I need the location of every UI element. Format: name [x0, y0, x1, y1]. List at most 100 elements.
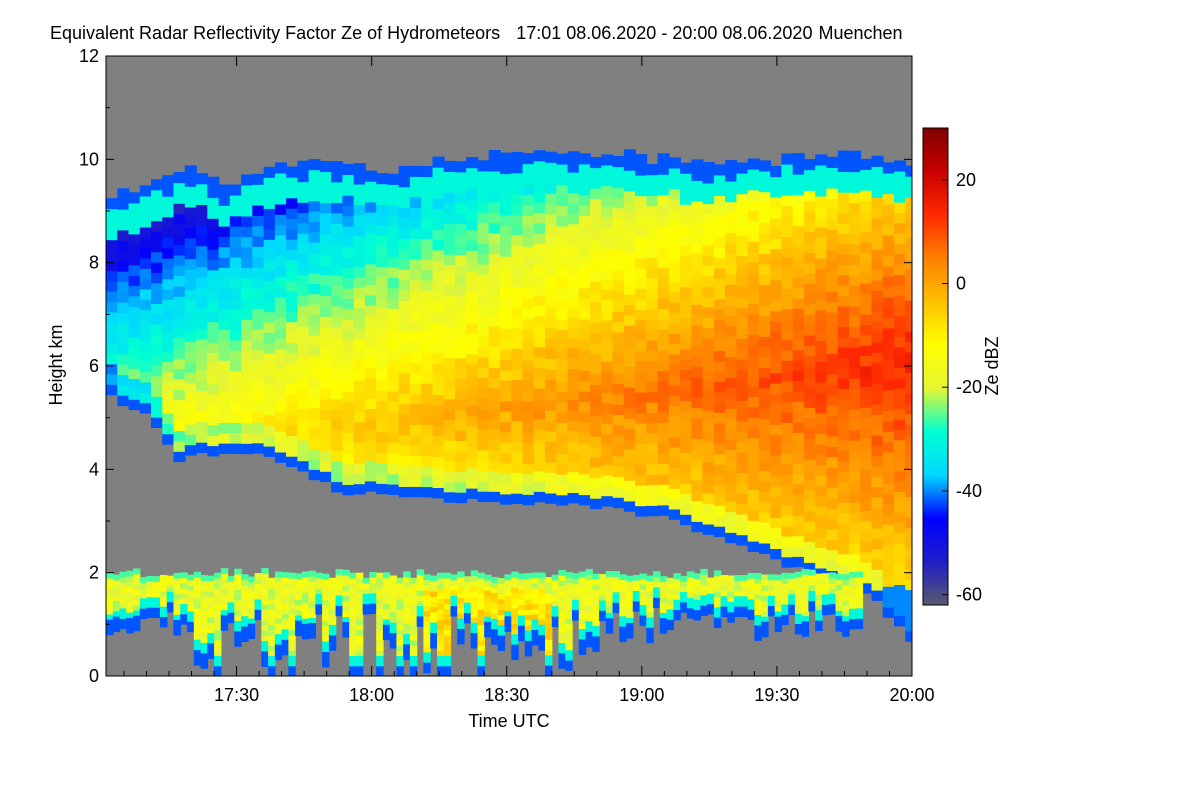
heatmap-cell — [353, 297, 366, 309]
heatmap-cell — [837, 160, 850, 172]
heatmap-cell — [815, 392, 828, 404]
heatmap-cell — [522, 266, 535, 278]
heatmap-cell — [792, 390, 805, 402]
heatmap-cell — [443, 593, 452, 600]
heatmap-cell — [146, 601, 154, 608]
heatmap-cell — [826, 229, 839, 241]
heatmap-cell — [612, 597, 620, 603]
chart-title-main: Equivalent Radar Reflectivity Factor Ze … — [50, 23, 500, 43]
heatmap-cell — [691, 283, 704, 295]
heatmap-cell — [860, 386, 873, 398]
heatmap-cell — [387, 256, 400, 268]
heatmap-cell — [657, 339, 670, 351]
heatmap-cell — [668, 508, 681, 520]
heatmap-cell — [382, 582, 391, 589]
heatmap-cell — [894, 325, 907, 337]
heatmap-cell — [842, 579, 850, 586]
heatmap-cell — [455, 295, 468, 307]
heatmap-cell — [725, 501, 738, 513]
heatmap-cell — [263, 394, 276, 406]
heatmap-cell — [522, 411, 535, 423]
heatmap-cell — [119, 582, 127, 588]
heatmap-cell — [500, 214, 513, 226]
heatmap-cell — [488, 429, 501, 441]
heatmap-cell — [421, 207, 434, 219]
heatmap-cell — [646, 298, 659, 310]
heatmap-cell — [522, 370, 535, 382]
heatmap-cell — [623, 490, 636, 502]
heatmap-cell — [288, 629, 296, 636]
heatmap-cell — [355, 655, 364, 662]
heatmap-cell — [567, 316, 580, 328]
heatmap-cell — [894, 356, 907, 368]
heatmap-cell — [761, 605, 769, 612]
heatmap-cell — [252, 308, 265, 320]
heatmap-cell — [653, 602, 661, 609]
heatmap-cell — [657, 277, 670, 289]
heatmap-cell — [477, 325, 490, 337]
heatmap-cell — [612, 602, 620, 608]
heatmap-cell — [736, 245, 749, 257]
heatmap-cell — [646, 622, 654, 628]
heatmap-cell — [196, 307, 209, 319]
heatmap-cell — [736, 276, 749, 288]
heatmap-cell — [691, 159, 704, 171]
heatmap-cell — [736, 255, 749, 267]
heatmap-cell — [319, 409, 332, 421]
heatmap-cell — [837, 543, 850, 555]
heatmap-cell — [331, 429, 344, 441]
heatmap-cell — [301, 618, 310, 624]
heatmap-cell — [387, 266, 400, 278]
heatmap-cell — [601, 299, 614, 311]
heatmap-cell — [592, 604, 600, 611]
heatmap-cell — [477, 232, 490, 244]
heatmap-cell — [567, 275, 580, 287]
heatmap-cell — [241, 605, 249, 611]
heatmap-cell — [229, 432, 242, 444]
heatmap-cell — [133, 615, 141, 621]
heatmap-cell — [545, 644, 553, 651]
heatmap-cell — [376, 400, 389, 412]
heatmap-cell — [308, 221, 321, 233]
heatmap-cell — [747, 396, 760, 408]
heatmap-cell — [387, 235, 400, 247]
heatmap-cell — [781, 588, 789, 595]
heatmap-cell — [668, 271, 681, 283]
heatmap-cell — [184, 227, 197, 239]
heatmap-cell — [758, 356, 771, 368]
heatmap-cell — [241, 574, 249, 580]
heatmap-cell — [162, 299, 175, 311]
heatmap-cell — [758, 367, 771, 379]
heatmap-cell — [432, 373, 445, 385]
heatmap-cell — [455, 337, 468, 349]
heatmap-cell — [443, 419, 456, 431]
heatmap-cell — [227, 617, 235, 624]
heatmap-cell — [184, 330, 197, 342]
heatmap-cell — [747, 385, 760, 397]
heatmap-cell — [837, 450, 850, 462]
heatmap-cell — [524, 573, 533, 579]
heatmap-cell — [511, 151, 524, 163]
heatmap-cell — [668, 343, 681, 355]
heatmap-cell — [803, 541, 816, 553]
heatmap-cell — [702, 203, 715, 215]
heatmap-cell — [409, 227, 422, 239]
heatmap-cell — [905, 186, 912, 198]
heatmap-cell — [342, 256, 355, 268]
heatmap-cell — [207, 632, 215, 639]
heatmap-cell — [133, 625, 141, 632]
heatmap-cell — [252, 204, 265, 216]
heatmap-cell — [342, 298, 355, 310]
heatmap-cell — [556, 411, 569, 423]
heatmap-cell — [331, 409, 344, 421]
heatmap-cell — [635, 474, 648, 486]
heatmap-cell — [849, 388, 862, 400]
heatmap-cell — [871, 424, 884, 436]
heatmap-cell — [423, 600, 431, 606]
heatmap-cell — [612, 486, 625, 498]
heatmap-cell — [477, 665, 485, 672]
heatmap-cell — [794, 602, 803, 609]
heatmap-cell — [308, 159, 321, 171]
heatmap-cell — [601, 164, 614, 176]
heatmap-cell — [774, 590, 783, 596]
